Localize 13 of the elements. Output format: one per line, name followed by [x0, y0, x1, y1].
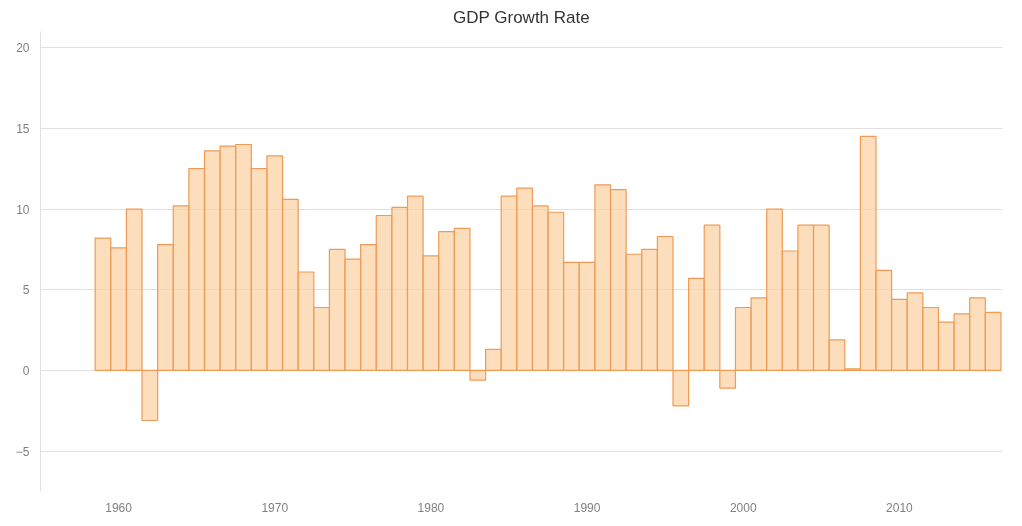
y-tick-label: 20	[16, 41, 30, 56]
y-tick-label: 5	[22, 283, 30, 298]
y-tick-label: −5	[15, 444, 30, 459]
x-tick-label: 2010	[886, 500, 914, 515]
y-tick-label: 10	[16, 202, 30, 217]
x-tick-label: 1990	[573, 500, 601, 515]
y-tick-label: 0	[22, 363, 30, 378]
x-tick-label: 1980	[417, 500, 445, 515]
chart-title: GDP Growth Rate	[453, 7, 590, 27]
x-tick-label: 1970	[261, 500, 289, 515]
x-tick-label: 2000	[729, 500, 757, 515]
y-tick-label: 15	[16, 121, 30, 136]
x-tick-label: 1960	[105, 500, 133, 515]
